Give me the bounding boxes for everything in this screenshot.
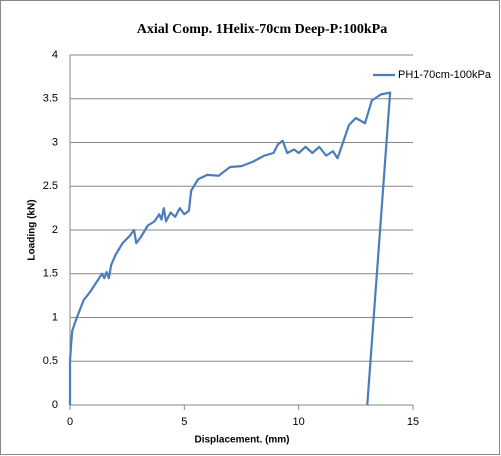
y-axis-title: Loading (kN): [27, 199, 38, 260]
y-tick-label: 0.5: [43, 355, 58, 367]
y-tick-label: 3.5: [43, 93, 58, 105]
y-tick-label: 1: [52, 311, 58, 323]
x-tick-label: 15: [407, 416, 419, 428]
x-tick-label: 5: [181, 416, 187, 428]
x-tick-label: 10: [293, 416, 305, 428]
y-tick-label: 3: [52, 136, 58, 148]
y-tick-label: 4: [52, 49, 58, 61]
chart-title: Axial Comp. 1Helix-70cm Deep-P:100kPa: [137, 22, 387, 37]
data-line: [68, 91, 392, 406]
x-tick-label: 0: [67, 416, 73, 428]
legend-label: PH1-70cm-100kPa: [398, 69, 492, 81]
y-tick-label: 2.5: [43, 180, 58, 192]
y-tick-label: 0: [52, 399, 58, 411]
x-axis-title: Displacement. (mm): [194, 435, 289, 446]
y-tick-label: 1.5: [43, 268, 58, 280]
y-tick-label: 2: [52, 224, 58, 236]
